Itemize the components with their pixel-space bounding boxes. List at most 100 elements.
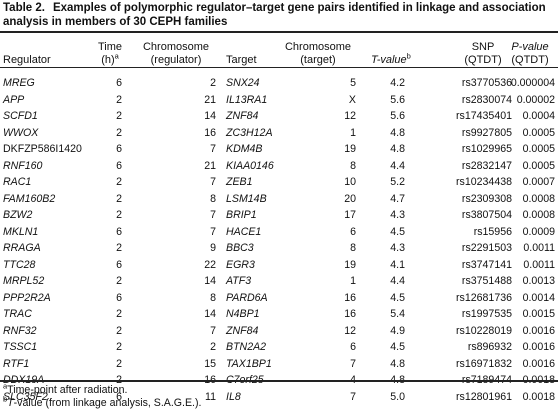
cell-time: 2 [116, 341, 122, 353]
cell-time: 6 [116, 159, 122, 172]
cell-regulator: SLC35F2 [3, 390, 48, 403]
cell-t: 4.5 [390, 225, 405, 238]
cell-target: BRIP1 [226, 209, 257, 221]
cell-regulator: MKLN1 [3, 225, 39, 238]
cell-p: 0.0016 [522, 324, 555, 337]
cell-chr-tgt: 7 [350, 390, 356, 403]
cell-snp: rs2830074 [461, 93, 512, 106]
cell-chr-reg: 7 [210, 209, 216, 221]
cell-regulator: BZW2 [3, 209, 33, 221]
cell-p: 0.0014 [522, 291, 555, 304]
table-row: MREG 6 2 SNX24 5 4.2 rs3770536 0.000004 [0, 75, 558, 92]
cell-chr-reg: 16 [204, 126, 216, 139]
cell-target: ZEB1 [226, 176, 253, 188]
cell-regulator: RNF32 [3, 324, 37, 337]
table-row: RAC1 2 7 ZEB1 10 5.2 rs10234438 0.0007 [0, 174, 558, 191]
table-row: APP 2 21 IL13RA1 X 5.6 rs2830074 0.00002 [0, 92, 558, 109]
cell-t: 5.0 [390, 390, 405, 403]
cell-target: KDM4B [226, 143, 263, 155]
cell-regulator: WWOX [3, 126, 39, 139]
cell-target: HACE1 [226, 225, 262, 238]
cell-p: 0.0008 [522, 209, 555, 221]
table-row: DKFZP586I1420 6 7 KDM4B 19 4.8 rs1029965 0.0005 [0, 141, 558, 158]
cell-regulator: RRAGA [3, 242, 41, 254]
cell-chr-reg: 8 [210, 291, 216, 304]
cell-p: 0.0005 [522, 143, 555, 155]
cell-chr-reg: 7 [210, 225, 216, 238]
cell-snp: rs2291503 [461, 242, 512, 254]
cell-chr-tgt: 16 [344, 308, 356, 320]
cell-target: ZC3H12A [226, 126, 273, 139]
cell-t: 4.1 [390, 258, 405, 271]
cell-snp: rs10234438 [456, 176, 512, 188]
cell-regulator: FAM160B2 [3, 192, 56, 205]
cell-p: 0.0016 [522, 341, 555, 353]
cell-time: 6 [116, 291, 122, 304]
table-row: RRAGA 2 9 BBC3 8 4.3 rs2291503 0.0011 [0, 240, 558, 257]
cell-snp: rs2309308 [461, 192, 512, 205]
header-t-value: T-valueb [371, 51, 411, 66]
cell-chr-reg: 11 [205, 390, 216, 403]
cell-target: IL13RA1 [226, 93, 268, 106]
table-row: RNF160 6 21 KIAA0146 8 4.4 rs2832147 0.0005 [0, 158, 558, 175]
cell-time: 2 [116, 126, 122, 139]
footnote-a: aTime-point after radiation. [3, 381, 128, 396]
cell-regulator: DKFZP586I1420 [3, 143, 82, 155]
cell-time: 6 [116, 143, 122, 155]
cell-p: 0.0008 [522, 192, 555, 205]
cell-chr-tgt: 8 [350, 159, 356, 172]
cell-chr-tgt: 19 [344, 258, 356, 271]
cell-chr-tgt: 10 [344, 176, 356, 188]
cell-chr-tgt: 12 [344, 324, 356, 337]
cell-target: PARD6A [226, 291, 268, 304]
cell-chr-reg: 14 [204, 275, 216, 287]
cell-snp: rs15956 [473, 225, 512, 238]
cell-chr-tgt: 17 [344, 209, 356, 221]
cell-regulator: TRAC [3, 308, 32, 320]
cell-p: 0.0007 [522, 176, 555, 188]
header-chromosome-regulator: Chromosome (regulator) [142, 41, 210, 66]
cell-p: 0.0005 [522, 126, 555, 139]
table-body: MREG 6 2 SNX24 5 4.2 rs3770536 0.000004 APP 2 21 IL… [0, 75, 558, 405]
cell-p: 0.000004 [510, 77, 555, 89]
cell-chr-reg: 9 [210, 242, 216, 254]
cell-snp: rs896932 [467, 341, 512, 353]
table-row: MRPL52 2 14 ATF3 1 4.4 rs3751488 0.0013 [0, 273, 558, 290]
cell-chr-reg: 7 [210, 143, 216, 155]
cell-snp: rs12801961 [456, 390, 512, 403]
cell-snp: rs3751488 [461, 275, 512, 287]
table-row: FAM160B2 2 8 LSM14B 20 4.7 rs2309308 0.0008 [0, 191, 558, 208]
cell-t: 5.6 [390, 93, 405, 106]
cell-chr-tgt: 20 [344, 192, 356, 205]
cell-snp: rs17435401 [456, 110, 512, 122]
header-regulator: Regulator [3, 54, 51, 66]
cell-p: 0.0018 [522, 390, 555, 403]
cell-p: 0.0016 [522, 357, 555, 370]
cell-chr-tgt: 19 [344, 143, 356, 155]
cell-time: 2 [116, 357, 122, 370]
cell-t: 4.2 [390, 77, 405, 89]
cell-time: 2 [116, 324, 122, 337]
cell-regulator: MREG [3, 77, 35, 89]
cell-p: 0.0004 [522, 110, 555, 122]
cell-target: EGR3 [226, 258, 255, 271]
cell-t: 4.3 [390, 209, 405, 221]
cell-target: BTN2A2 [226, 341, 267, 353]
cell-regulator: MRPL52 [3, 275, 45, 287]
cell-t: 4.8 [390, 143, 405, 155]
cell-chr-reg: 7 [210, 176, 216, 188]
header-rule [0, 67, 558, 68]
cell-chr-tgt: 6 [350, 225, 356, 238]
cell-target: BBC3 [226, 242, 254, 254]
cell-snp: rs1029965 [461, 143, 512, 155]
table-title: Examples of polymorphic regulator–target… [3, 2, 546, 28]
cell-regulator: SCFD1 [3, 110, 38, 122]
table-caption: Table 2. Examples of polymorphic regulato… [3, 2, 555, 29]
cell-t: 4.8 [390, 126, 405, 139]
cell-chr-tgt: 8 [350, 242, 356, 254]
table-row: BZW2 2 7 BRIP1 17 4.3 rs3807504 0.0008 [0, 207, 558, 224]
cell-time: 2 [116, 308, 122, 320]
cell-chr-tgt: 7 [350, 357, 356, 370]
table-row: TSSC1 2 2 BTN2A2 6 4.5 rs896932 0.0016 [0, 339, 558, 356]
header-snp: SNP (QTDT) [464, 41, 502, 66]
